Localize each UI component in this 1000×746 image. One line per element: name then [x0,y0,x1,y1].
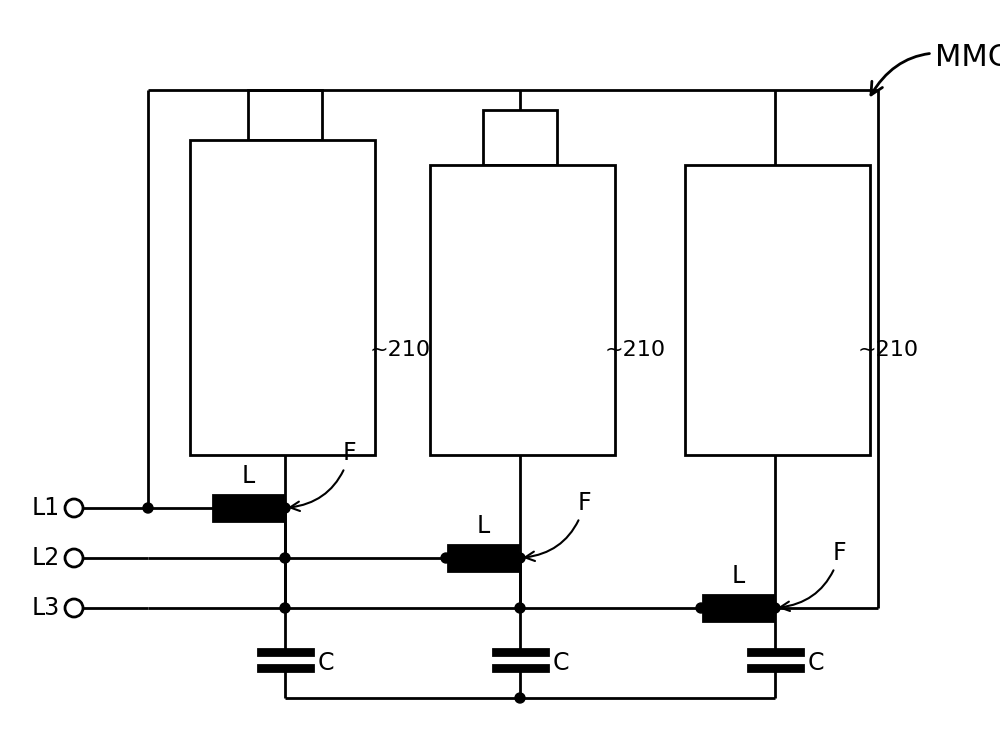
Text: F: F [525,491,592,561]
Bar [492,649,548,655]
Circle shape [441,553,451,563]
Text: ~210: ~210 [605,340,666,360]
Text: L: L [241,464,255,488]
Circle shape [515,693,525,703]
Circle shape [143,503,153,513]
Bar [483,110,557,165]
Bar [258,649,312,655]
Bar [258,665,312,671]
Text: C: C [553,651,570,675]
Text: F: F [780,541,847,611]
Bar [748,665,802,671]
Circle shape [280,603,290,613]
Text: ~210: ~210 [370,340,431,360]
Text: C: C [808,651,824,675]
Circle shape [770,603,780,613]
Bar [190,140,375,455]
Bar [248,90,322,140]
Text: C: C [318,651,334,675]
Circle shape [280,503,290,513]
Circle shape [515,553,525,563]
Bar [448,545,518,571]
Text: ~210: ~210 [858,340,919,360]
Bar [685,165,870,455]
Bar [703,595,773,621]
Bar [213,495,283,521]
Circle shape [515,603,525,613]
Bar [430,165,615,455]
Bar [748,649,802,655]
Circle shape [696,603,706,613]
Text: L: L [731,564,745,588]
Text: L3: L3 [32,596,60,620]
Text: L2: L2 [32,546,60,570]
Bar [492,665,548,671]
Text: L1: L1 [32,496,60,520]
Circle shape [280,553,290,563]
Text: L: L [476,514,490,538]
Text: F: F [290,441,357,511]
Text: MMC: MMC [871,43,1000,95]
